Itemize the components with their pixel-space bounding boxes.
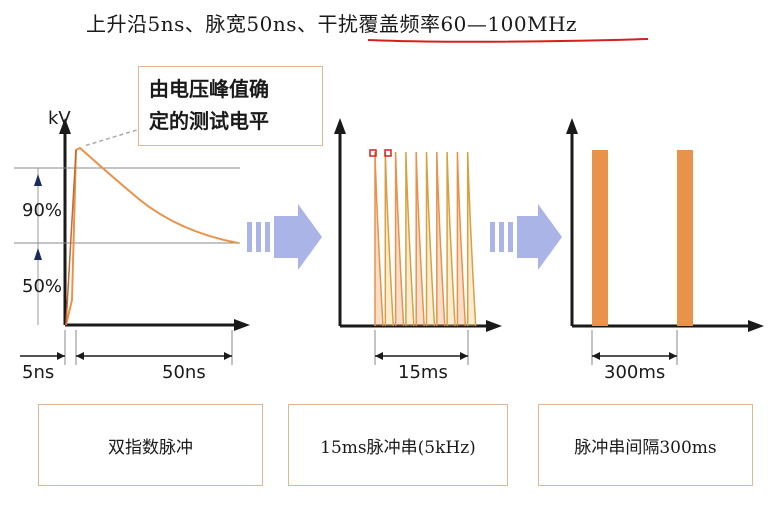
pulse-spike (384, 151, 395, 327)
pulse-spike (456, 151, 467, 327)
panel3-chart (566, 118, 764, 365)
box-double-exp: 双指数脉冲 (38, 404, 263, 486)
panel2-y-arrow (334, 118, 346, 134)
pulse-spike (405, 151, 415, 327)
y-unit-label: kV (48, 108, 71, 129)
level-50-label: 50% (22, 276, 63, 297)
dim-50ns-arrow-r (224, 352, 232, 360)
callout-box: 由电压峰值确 定的测试电平 (138, 66, 323, 146)
page-title: 上升沿5ns、脉宽50ns、干扰覆盖频率60—100MHz (86, 12, 578, 36)
panel1-chart (14, 118, 250, 365)
burst-length-label: 15ms (398, 362, 448, 383)
box-burst: 15ms脉冲串(5kHz) (288, 404, 508, 486)
burst-block-2 (677, 150, 693, 326)
pulse-spike (415, 151, 425, 327)
panel3-x-arrow (748, 320, 764, 332)
pulse-spike (466, 151, 477, 327)
rise-time-label: 5ns (22, 362, 55, 383)
panel1-y-arrow (59, 118, 71, 134)
box-interval: 脉冲串间隔300ms (538, 404, 753, 486)
title-underline (367, 38, 649, 43)
peak-marker-2 (384, 149, 392, 157)
pulse-spike (374, 151, 384, 327)
callout-line-2: 定的测试电平 (149, 109, 269, 133)
burst-block-1 (592, 150, 608, 326)
pulse-width-label: 50ns (162, 362, 206, 383)
pulse-spike (425, 151, 436, 327)
pulse-spike (436, 151, 446, 327)
level-90-label: 90% (22, 200, 63, 221)
panel1-x-arrow (234, 319, 250, 331)
peak-marker-1 (369, 149, 377, 157)
callout-line-1: 由电压峰值确 (149, 77, 269, 101)
pulse-spike (394, 151, 405, 327)
pulse-curve (65, 146, 239, 326)
arrow-50 (34, 248, 42, 260)
flow-arrow-1 (247, 204, 322, 270)
callout-pointer (83, 125, 151, 147)
burst-interval-label: 300ms (604, 362, 666, 383)
pulse-rise (65, 149, 77, 326)
pulse-burst (374, 151, 477, 327)
flow-arrow-2 (490, 204, 562, 270)
dim-50ns-arrow-l (76, 352, 84, 360)
panel3-y-arrow (566, 118, 578, 134)
panel2-chart (334, 118, 502, 365)
arrow-90 (34, 174, 42, 186)
pulse-spike (446, 151, 456, 327)
dim-5ns-arrow (57, 352, 65, 360)
panel2-x-arrow (486, 320, 502, 332)
